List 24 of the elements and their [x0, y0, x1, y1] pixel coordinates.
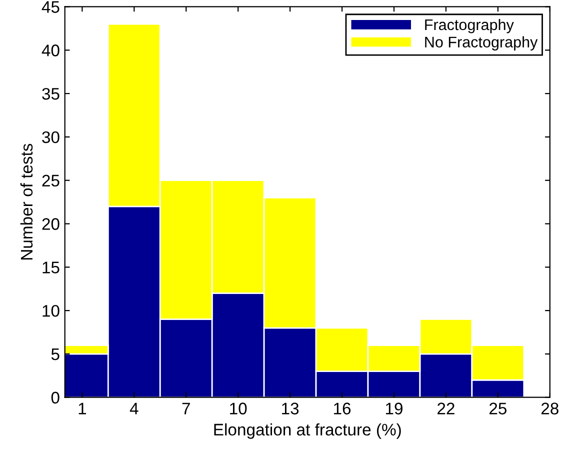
y-tick-label: 25 — [42, 174, 60, 187]
y-tick-label: 45 — [42, 1, 60, 13]
y-tick-label: 0 — [51, 392, 60, 404]
x-tick-label: 7 — [182, 402, 190, 414]
x-axis-title: Elongation at fracture (%) — [214, 423, 401, 439]
x-tick-label: 25 — [490, 402, 507, 414]
y-tick-label: 30 — [42, 131, 60, 144]
x-tick-label: 1 — [78, 402, 86, 414]
y-tick-label: 10 — [42, 304, 60, 317]
y-tick-label: 15 — [42, 262, 60, 274]
y-tick-label: 5 — [51, 348, 60, 360]
legend-label: No Fractography — [425, 36, 538, 50]
y-axis-title: Number of tests — [20, 144, 33, 260]
x-tick-label: 4 — [130, 402, 138, 414]
x-tick-label: 13 — [282, 402, 299, 414]
x-tick-label: 19 — [386, 402, 402, 414]
x-tick-label: 28 — [541, 402, 558, 414]
x-tick-label: 22 — [438, 402, 454, 414]
x-tick-label: 16 — [334, 402, 351, 414]
legend-label: Fractography — [425, 18, 514, 34]
x-tick-label: 10 — [230, 402, 247, 414]
y-tick-label: 40 — [42, 44, 60, 56]
y-tick-label: 35 — [42, 88, 60, 100]
y-tick-label: 20 — [42, 218, 60, 230]
